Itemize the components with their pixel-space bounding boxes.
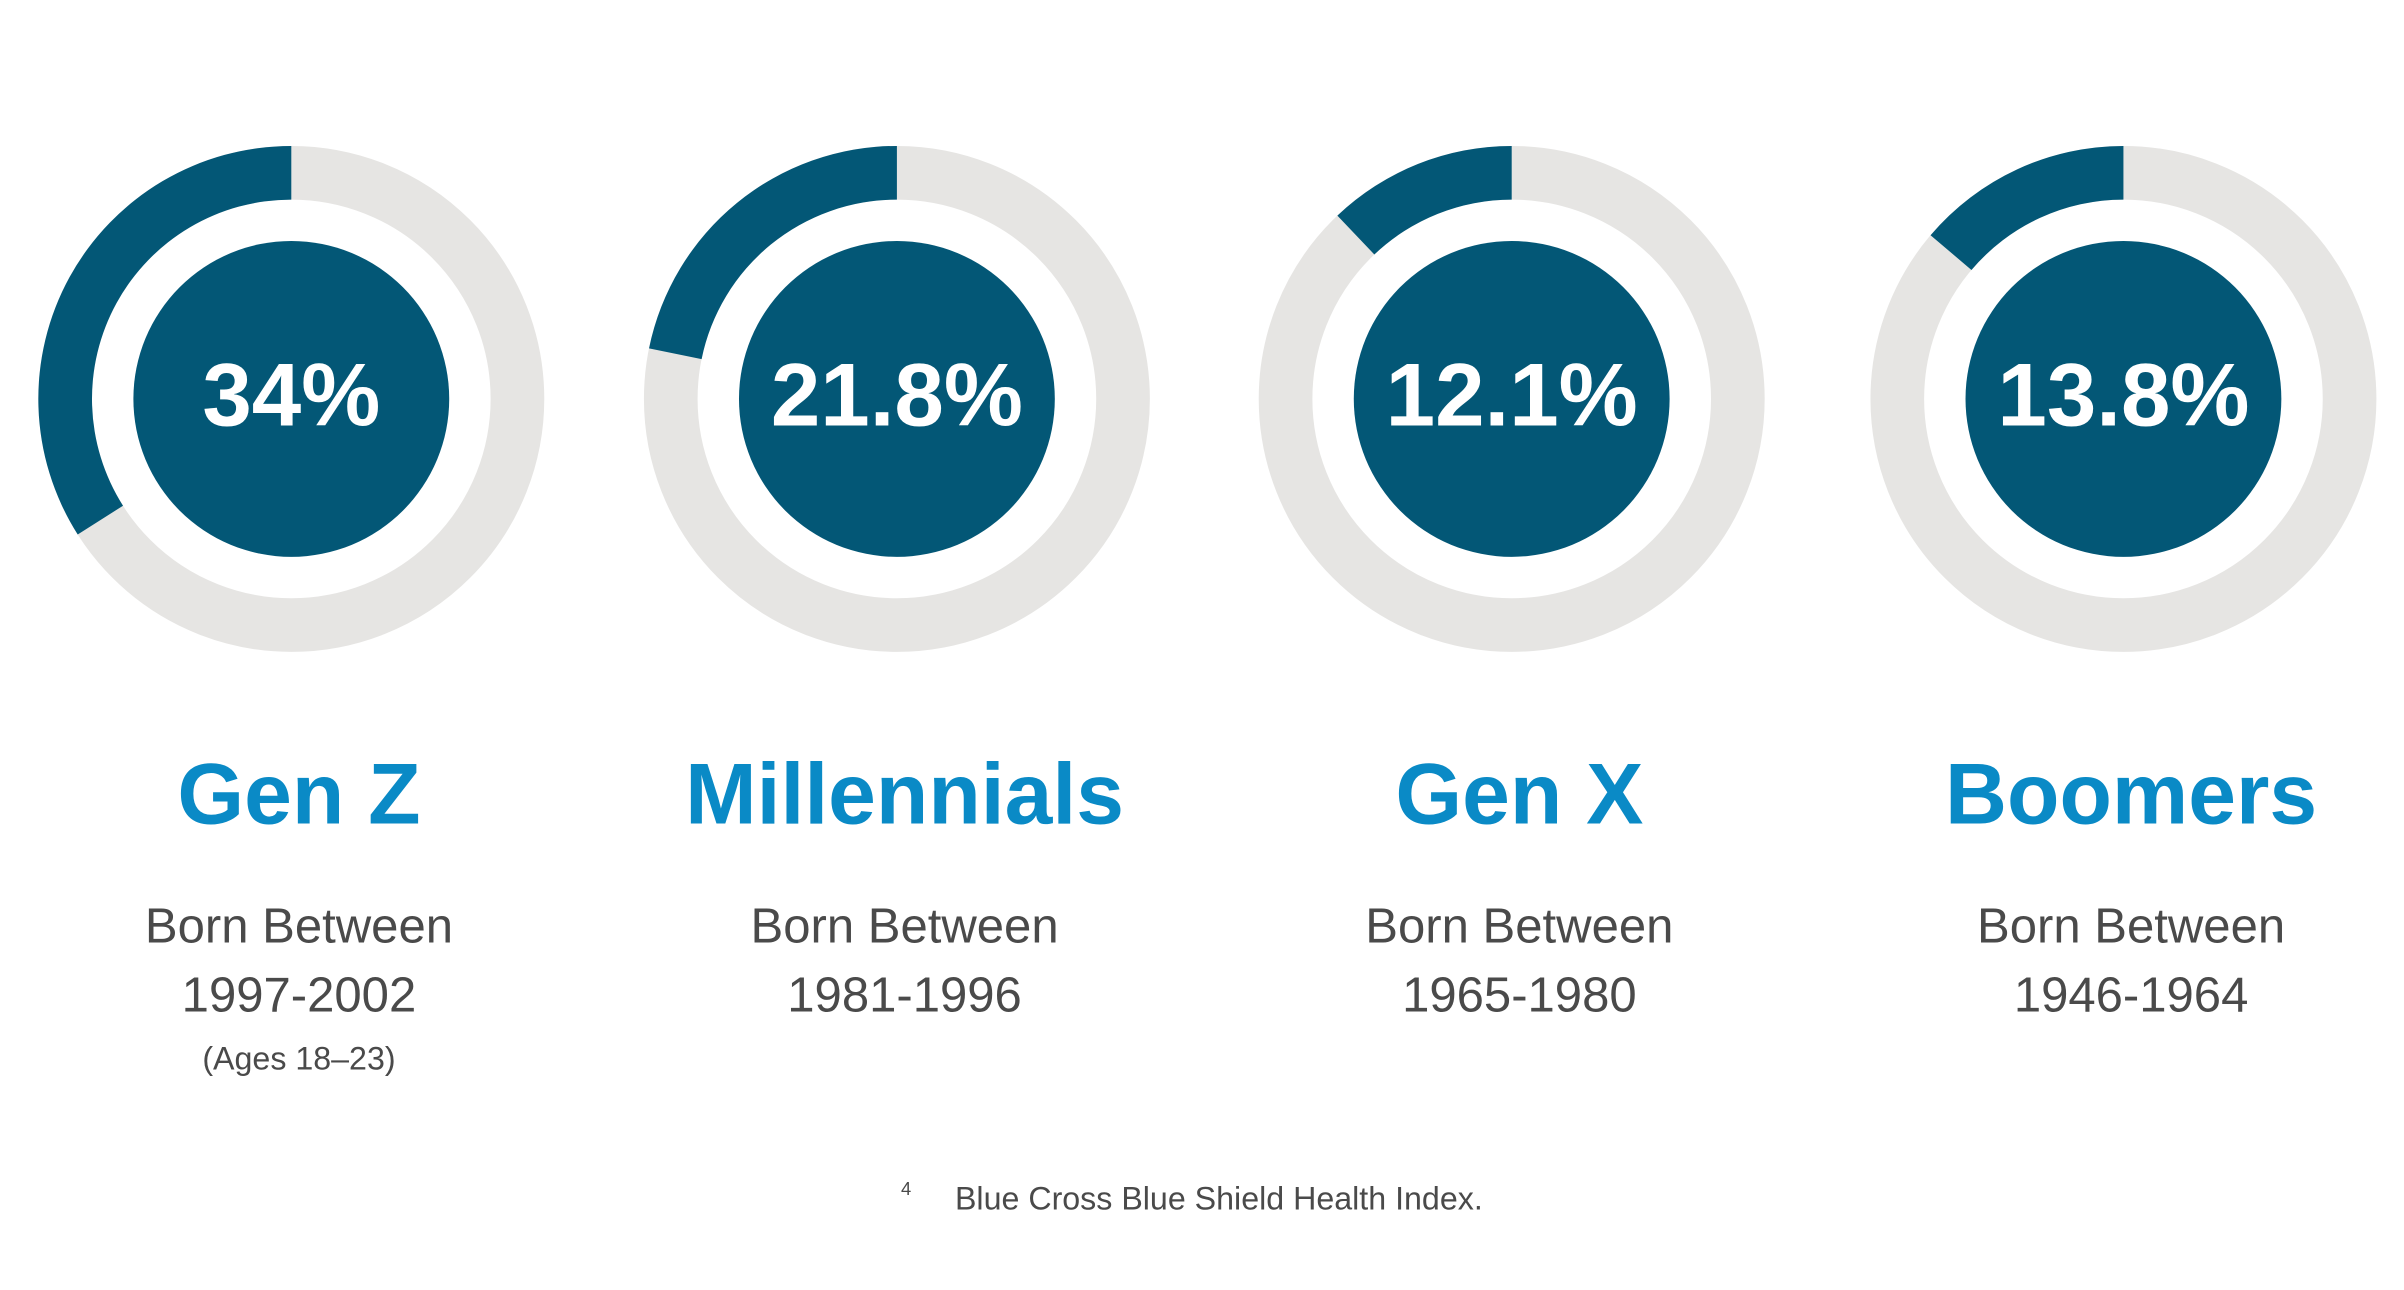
donut-segment	[1337, 145, 1512, 255]
years-label: 1946-1964	[2014, 968, 2249, 1022]
donut-center	[1353, 241, 1670, 557]
category-label: Millennials	[685, 746, 1124, 842]
born-label: Born Between	[751, 899, 1059, 953]
donut-segment	[38, 145, 292, 535]
footnote-marker: 4	[901, 1178, 911, 1199]
years-label: 1997-2002	[182, 968, 417, 1022]
years-label: 1965-1980	[1402, 968, 1637, 1022]
born-label: Born Between	[145, 899, 453, 953]
category-label: Gen X	[1395, 746, 1643, 842]
donut-center	[738, 241, 1055, 557]
donut-segment	[1930, 145, 2124, 270]
donut-center	[1965, 241, 2282, 557]
born-label: Born Between	[1977, 899, 2285, 953]
years-label: 1981-1996	[787, 968, 1022, 1022]
donut-segment	[649, 145, 897, 360]
footnote: Blue Cross Blue Shield Health Index.	[955, 1180, 1483, 1216]
category-label: Gen Z	[177, 746, 420, 842]
donut-center	[133, 241, 450, 557]
born-label: Born Between	[1365, 899, 1673, 953]
value-label: 13.8%	[1997, 345, 2249, 444]
category-label: Boomers	[1945, 746, 2317, 842]
value-label: 12.1%	[1386, 345, 1638, 444]
value-label: 34%	[202, 345, 380, 444]
value-label: 21.8%	[771, 345, 1023, 444]
ages-note: (Ages 18–23)	[202, 1041, 395, 1077]
